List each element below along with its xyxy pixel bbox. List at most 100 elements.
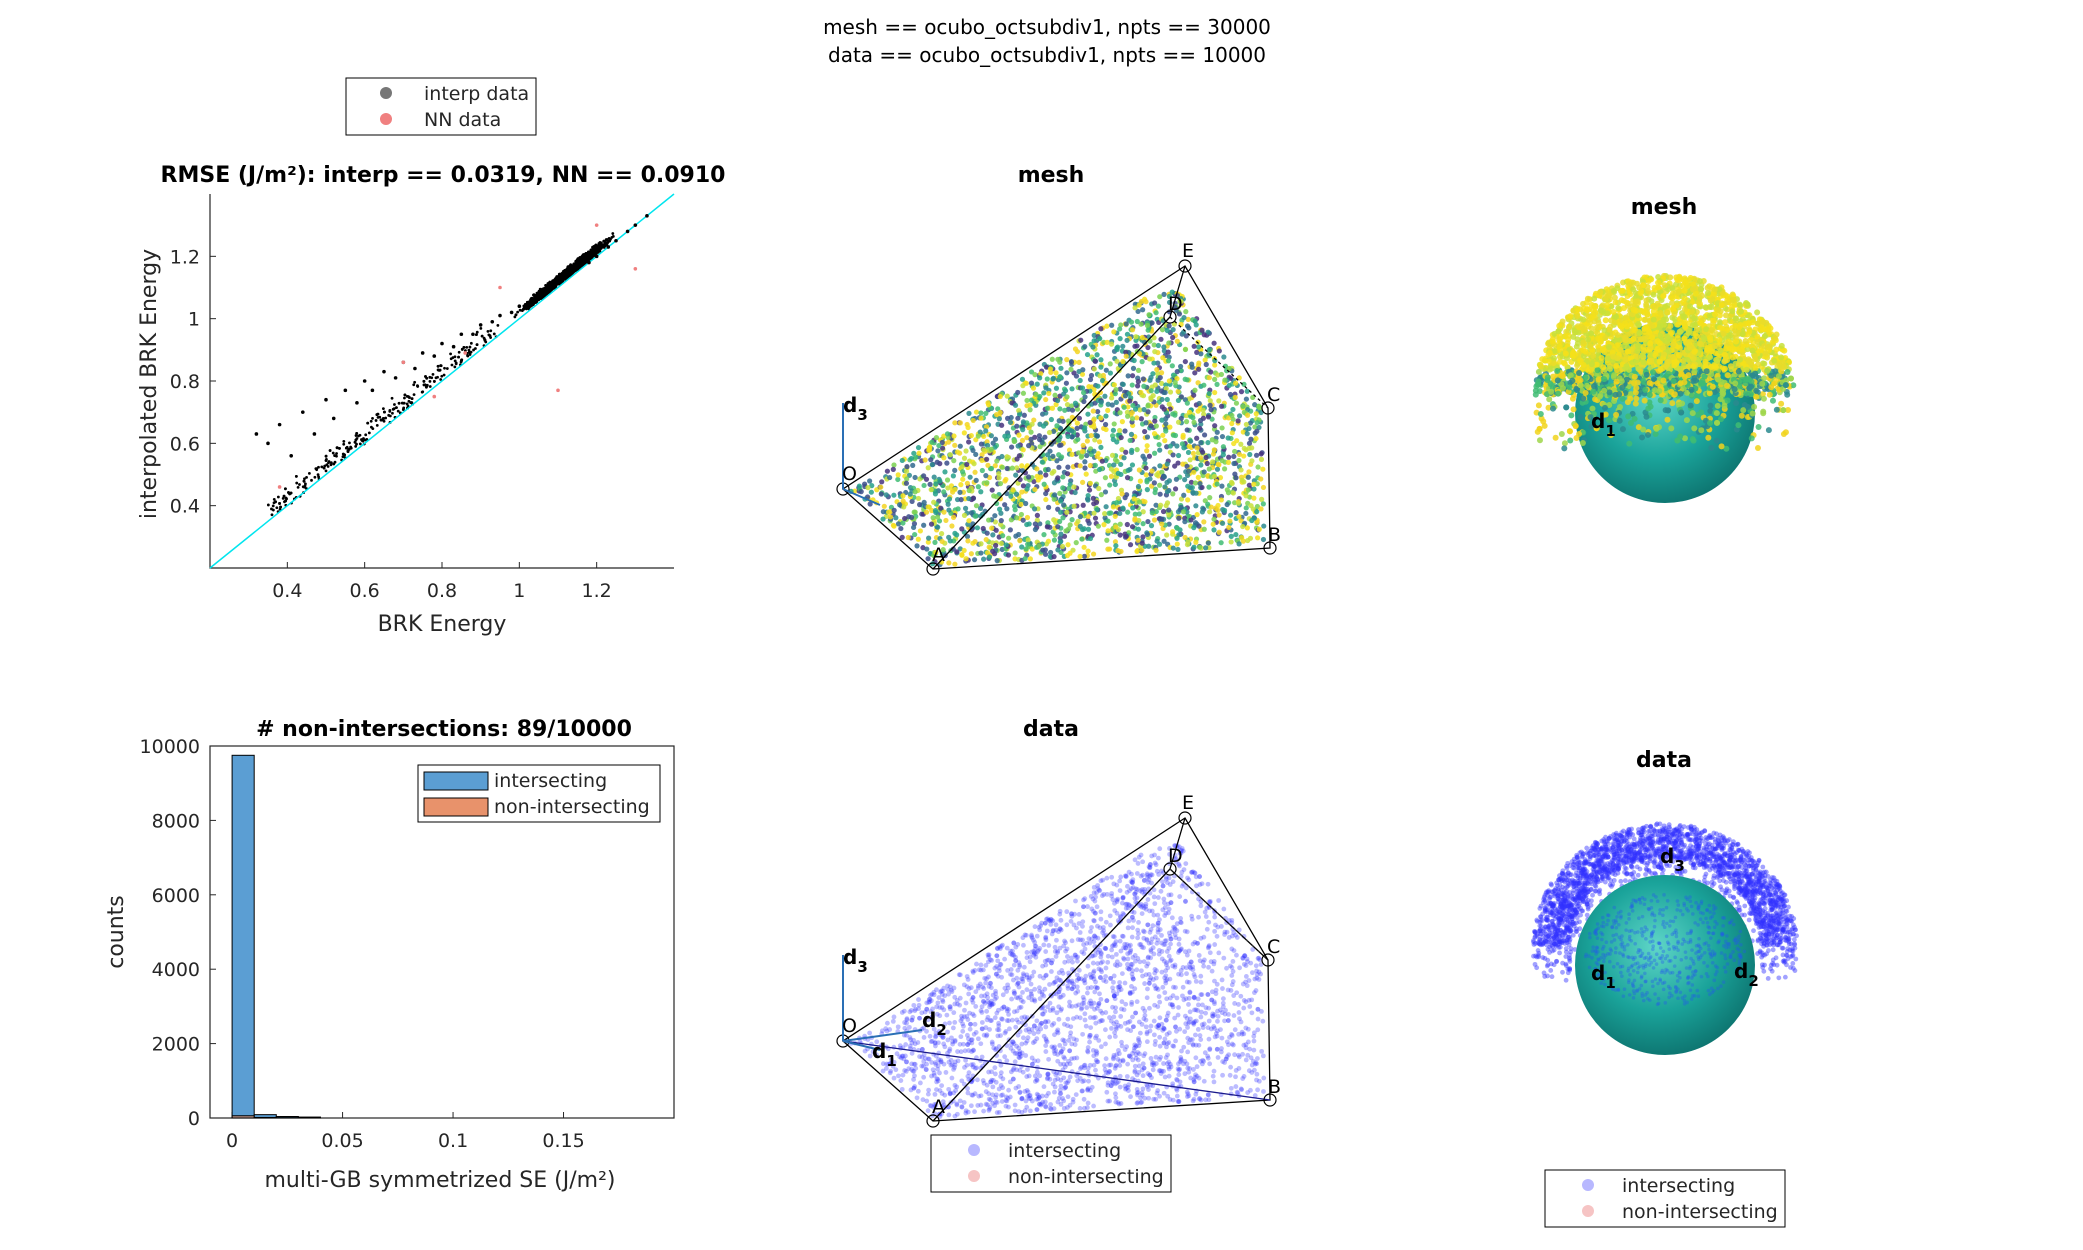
scatter-point-cloud xyxy=(489,329,493,333)
mesh-fz-point xyxy=(898,525,904,532)
mesh-fz-point xyxy=(890,466,896,472)
mesh-fz-point xyxy=(963,448,969,454)
mesh-fz-point xyxy=(1085,526,1092,532)
mesh-fz-point xyxy=(912,489,918,495)
mesh-fz-point xyxy=(1103,504,1109,510)
interp-data-point xyxy=(382,369,386,374)
mesh-fz-point xyxy=(1034,473,1040,479)
mesh-fz-point xyxy=(1127,542,1134,548)
mesh-fz-point xyxy=(1125,509,1131,515)
mesh-fz-point xyxy=(994,558,1000,564)
mesh-fz-point xyxy=(1172,463,1178,469)
mesh-fz-point xyxy=(961,430,967,436)
mesh-fz-point xyxy=(1155,342,1161,349)
mesh-fz-point xyxy=(1085,411,1091,417)
mesh-fz-point xyxy=(1152,349,1158,355)
mesh-fz-point xyxy=(1233,531,1239,538)
mesh-fz-point xyxy=(1224,487,1230,493)
scatter-point-cloud xyxy=(579,256,583,259)
scatter-ytick-label: 1 xyxy=(188,309,200,331)
scatter-point-cloud xyxy=(331,451,335,455)
mesh-fz-point xyxy=(1159,417,1165,423)
mesh-fz-point xyxy=(1010,487,1016,493)
mesh-fz-point xyxy=(957,443,963,449)
mesh-fz-point xyxy=(1049,356,1055,362)
mesh-fz-point xyxy=(1105,546,1111,552)
mesh-fz-point xyxy=(1212,423,1218,429)
scatter-point-cloud xyxy=(431,373,435,376)
scatter-point-cloud xyxy=(425,384,428,388)
mesh-fz-point xyxy=(1221,507,1228,514)
mesh-fz-point xyxy=(946,496,953,502)
mesh-fz-point xyxy=(1211,447,1217,453)
mesh-fz-point xyxy=(1136,511,1142,517)
mesh-fz-point xyxy=(952,442,958,448)
mesh-fz-point xyxy=(944,460,950,466)
mesh-fz-point xyxy=(999,464,1005,470)
mesh-fz-point xyxy=(997,393,1003,400)
mesh-fz-point xyxy=(1025,541,1031,547)
mesh-fz-point xyxy=(993,542,999,549)
mesh-fz-point xyxy=(994,458,1000,464)
mesh-fz-point xyxy=(970,447,976,454)
interp-data-point xyxy=(459,332,464,337)
mesh-fz-point xyxy=(1115,470,1121,477)
mesh-fz-point xyxy=(1207,495,1213,501)
interp-data-point xyxy=(556,279,560,284)
mesh-fz-point xyxy=(1231,440,1237,447)
mesh-fz-point xyxy=(983,410,989,416)
mesh-fz-point xyxy=(947,452,953,458)
mesh-fz-point xyxy=(1094,433,1100,439)
mesh-fz-point xyxy=(1004,454,1010,460)
mesh-fz-point xyxy=(1192,480,1199,486)
mesh-fz-point xyxy=(1193,503,1199,509)
interp-data-point xyxy=(393,376,398,380)
mesh-fz-point xyxy=(1174,541,1180,547)
mesh-fz-point xyxy=(973,409,980,415)
scatter-point-cloud xyxy=(422,380,426,383)
mesh-fz-point xyxy=(933,481,939,487)
mesh-fz-point xyxy=(1058,531,1064,537)
hist-bar-intersecting xyxy=(231,754,255,1119)
scatter-point-cloud xyxy=(588,254,591,258)
mesh-fz-point xyxy=(1028,380,1035,386)
mesh-fz-point xyxy=(949,523,955,529)
mesh-fz-point xyxy=(928,457,934,463)
scatter-point-cloud xyxy=(371,417,374,420)
interp-data-point xyxy=(440,341,444,346)
mesh-fz-point xyxy=(1194,512,1200,518)
scatter-point-cloud xyxy=(460,358,463,362)
mesh-fz-point xyxy=(1077,463,1083,469)
mesh-fz-point xyxy=(1111,421,1117,427)
mesh-fz-point xyxy=(1232,448,1238,455)
mesh-fz-point xyxy=(966,495,972,502)
mesh-fz-point xyxy=(1167,443,1174,449)
scatter-point-cloud xyxy=(355,442,358,446)
mesh-fz-point xyxy=(1146,453,1153,459)
mesh-fz-point xyxy=(891,507,897,513)
mesh-fz-point xyxy=(1196,366,1202,372)
scatter-point-cloud xyxy=(342,439,346,443)
scatter-point-cloud xyxy=(532,293,535,297)
mesh-fz-point xyxy=(1160,508,1167,515)
mesh-fz-point xyxy=(1198,351,1204,357)
mesh-fz-point xyxy=(891,492,897,498)
mesh-fz-point xyxy=(1074,349,1081,355)
mesh-fz-point xyxy=(986,544,992,550)
mesh-fz-point xyxy=(1091,448,1097,454)
mesh-fz-point xyxy=(1080,479,1086,485)
scatter-point-cloud xyxy=(366,421,370,425)
scatter-point-cloud xyxy=(573,265,576,269)
mesh-fz-point xyxy=(1143,465,1149,471)
mesh-fz-point xyxy=(879,479,885,485)
mesh-fz-point xyxy=(1226,454,1232,460)
scatter-ytick-label: 0.6 xyxy=(170,433,200,455)
mesh-fz-point xyxy=(1170,545,1176,551)
mesh-fz-point xyxy=(1201,332,1207,338)
mesh-fz-point xyxy=(1254,509,1260,515)
mesh-fz-point xyxy=(1201,469,1207,475)
mesh-fz-point xyxy=(1183,309,1189,315)
mesh-fz-point xyxy=(1221,354,1227,360)
scatter-point-cloud xyxy=(324,454,328,458)
